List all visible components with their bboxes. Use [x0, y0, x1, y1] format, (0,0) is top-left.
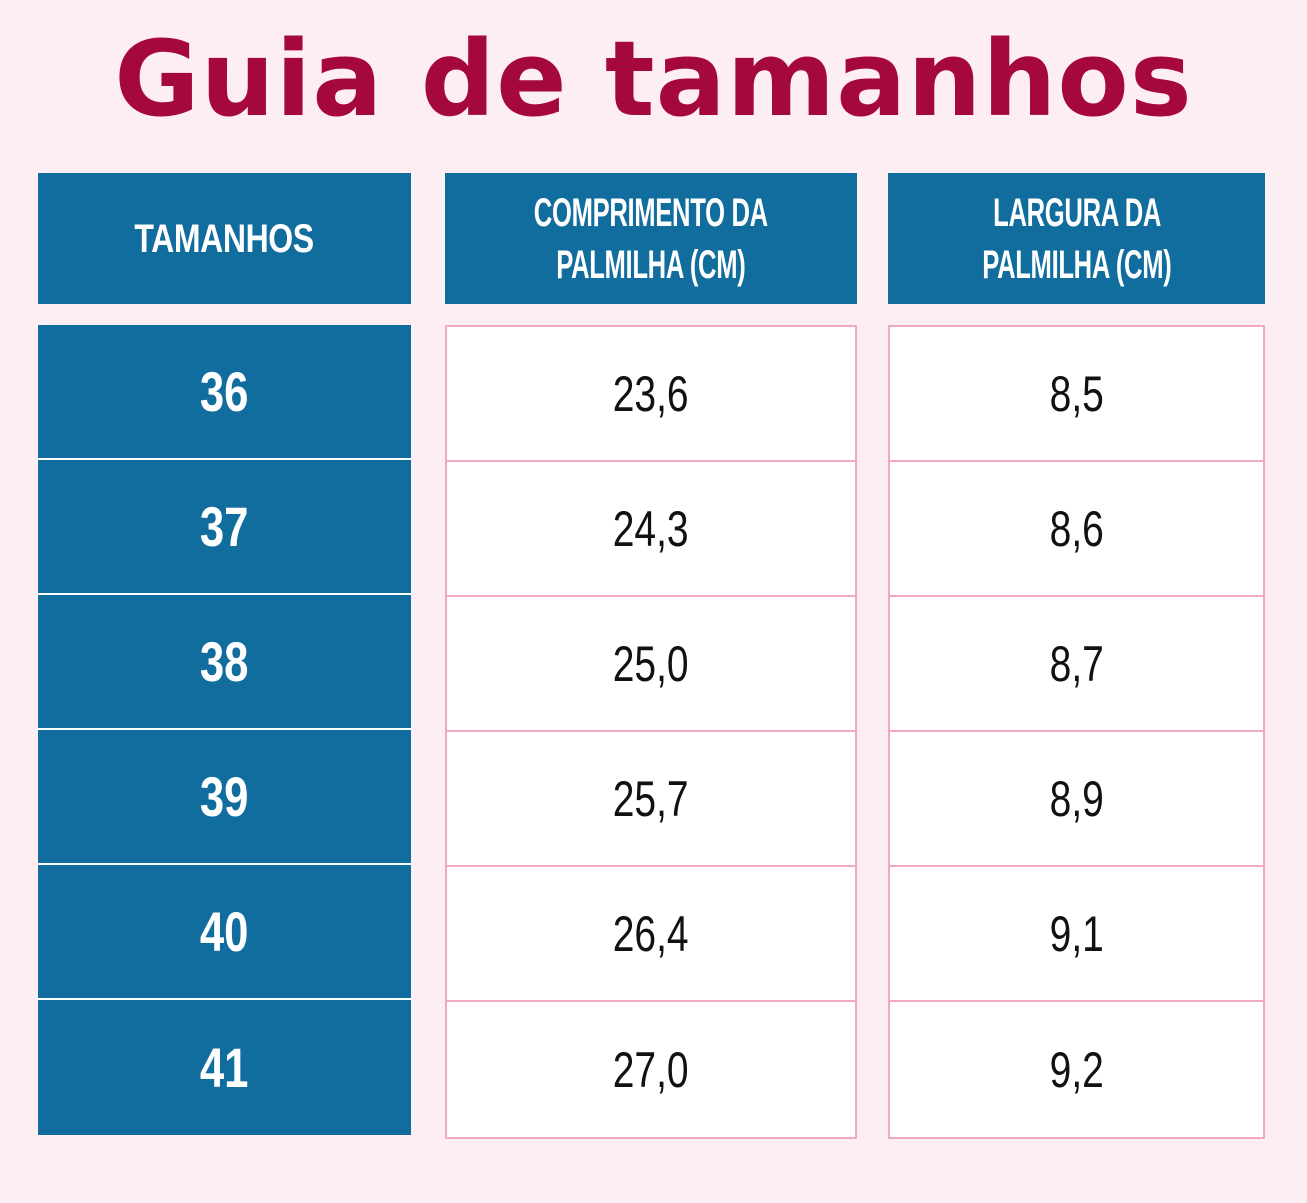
- size-value: 40: [200, 900, 249, 963]
- length-cell: 25,7: [447, 732, 855, 867]
- page-title: Guia de tamanhos: [114, 18, 1193, 140]
- size-cell: 38: [38, 595, 411, 730]
- length-value: 26,4: [613, 905, 689, 962]
- length-header: COMPRIMENTO DA PALMILHA (CM): [445, 173, 857, 304]
- width-cell: 8,5: [890, 327, 1263, 462]
- length-cell: 24,3: [447, 462, 855, 597]
- width-value: 9,2: [1049, 1041, 1104, 1098]
- width-cell: 8,9: [890, 732, 1263, 867]
- length-cell: 25,0: [447, 597, 855, 732]
- length-header-label: COMPRIMENTO DA PALMILHA (CM): [505, 187, 797, 291]
- length-header-line1: COMPRIMENTO DA: [533, 190, 768, 235]
- length-value: 24,3: [613, 500, 689, 557]
- width-header-line2: PALMILHA (CM): [981, 242, 1172, 287]
- size-value: 36: [200, 360, 249, 423]
- width-value: 9,1: [1049, 905, 1104, 962]
- length-header-line2: PALMILHA (CM): [556, 242, 746, 287]
- size-cell: 39: [38, 730, 411, 865]
- size-cell: 36: [38, 325, 411, 460]
- sizes-header: TAMANHOS: [38, 173, 411, 304]
- width-header-label: LARGURA DA PALMILHA (CM): [958, 187, 1195, 291]
- size-value: 41: [200, 1036, 249, 1099]
- sizes-body: 36 37 38 39 40 41: [38, 325, 411, 1135]
- length-value: 27,0: [613, 1041, 689, 1098]
- width-cell: 9,2: [890, 1002, 1263, 1137]
- sizes-header-label: TAMANHOS: [134, 216, 315, 261]
- width-cell: 8,6: [890, 462, 1263, 597]
- size-value: 39: [200, 765, 249, 828]
- length-value: 25,0: [613, 635, 689, 692]
- length-value: 23,6: [613, 365, 689, 422]
- width-value: 8,5: [1049, 365, 1104, 422]
- size-cell: 37: [38, 460, 411, 595]
- width-value: 8,6: [1049, 500, 1104, 557]
- size-value: 38: [200, 630, 249, 693]
- width-cell: 9,1: [890, 867, 1263, 1002]
- length-column: COMPRIMENTO DA PALMILHA (CM) 23,6 24,3 2…: [445, 173, 857, 1139]
- width-value: 8,7: [1049, 635, 1104, 692]
- length-value: 25,7: [613, 770, 689, 827]
- width-header-line1: LARGURA DA: [992, 190, 1161, 235]
- width-body: 8,5 8,6 8,7 8,9 9,1 9,2: [888, 325, 1265, 1139]
- sizes-column: TAMANHOS 36 37 38 39 40 41: [38, 173, 411, 1135]
- size-value: 37: [200, 495, 249, 558]
- size-cell: 41: [38, 1000, 411, 1135]
- width-column: LARGURA DA PALMILHA (CM) 8,5 8,6 8,7 8,9…: [888, 173, 1265, 1139]
- length-cell: 27,0: [447, 1002, 855, 1137]
- length-cell: 26,4: [447, 867, 855, 1002]
- size-cell: 40: [38, 865, 411, 1000]
- width-value: 8,9: [1049, 770, 1104, 827]
- length-cell: 23,6: [447, 327, 855, 462]
- length-body: 23,6 24,3 25,0 25,7 26,4 27,0: [445, 325, 857, 1139]
- width-cell: 8,7: [890, 597, 1263, 732]
- width-header: LARGURA DA PALMILHA (CM): [888, 173, 1265, 304]
